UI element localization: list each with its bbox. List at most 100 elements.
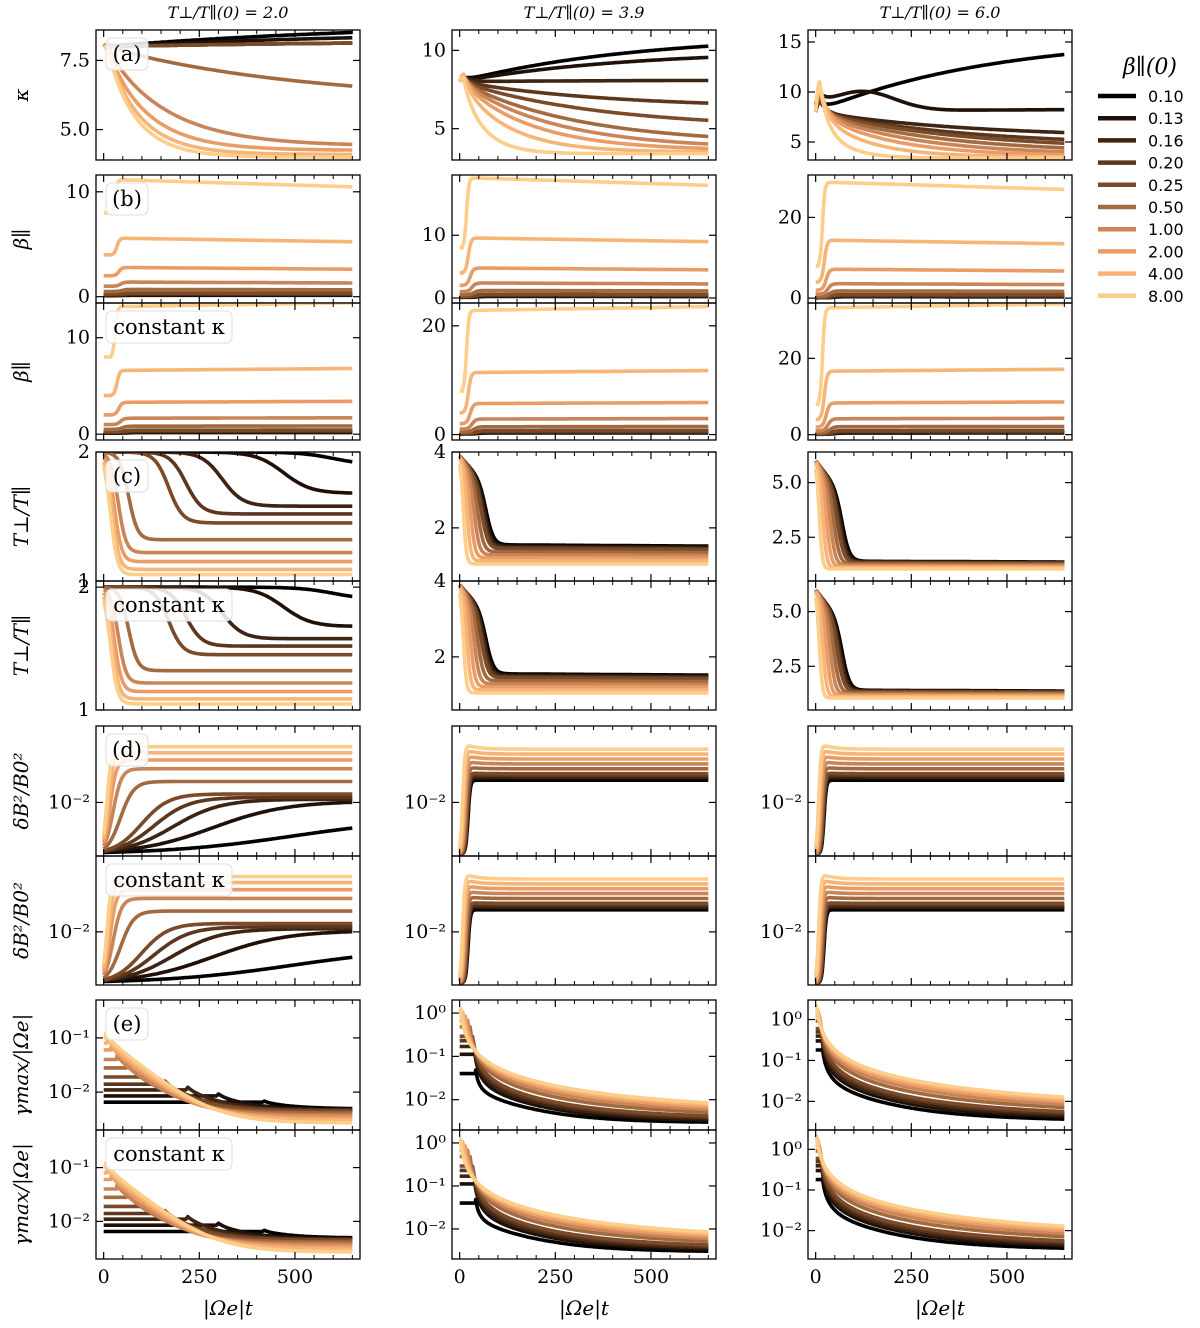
series-line-0.16 (813, 98, 1065, 135)
series-line-0.16 (814, 774, 1065, 856)
y-tick-label: 15 (778, 31, 802, 53)
series-line-0.20 (458, 773, 709, 856)
series-line-0.10 (458, 1068, 709, 1124)
series-line-0.25 (814, 771, 1065, 856)
series-line-0.20 (814, 588, 1065, 694)
y-tick-label: 1 (78, 699, 90, 721)
series-line-0.13 (814, 1168, 1065, 1248)
series-line-0.16 (458, 904, 709, 985)
series-line-0.10 (814, 1176, 1065, 1250)
series-line-1.00 (102, 280, 353, 288)
series-line-0.20 (458, 583, 709, 680)
series-line-0.16 (814, 904, 1065, 985)
series-line-0.16 (102, 452, 353, 508)
series-line-2.00 (458, 266, 709, 288)
series-line-0.50 (457, 74, 709, 139)
series-line-1.00 (814, 760, 1065, 855)
y-tick-label: 10⁰ (414, 1002, 446, 1024)
y-tick-label: 10⁻² (404, 1218, 446, 1240)
legend-label-0.25: 0.25 (1148, 176, 1184, 195)
y-tick-label: 10⁰ (770, 1009, 802, 1031)
series-line-0.13 (814, 588, 1065, 694)
panel-frame (451, 302, 717, 441)
panel-label: constant κ (113, 868, 224, 892)
y-tick-label: 4 (434, 441, 446, 463)
series-line-0.13 (102, 452, 353, 495)
y-axis-label: γmax/|Ωe| (9, 1143, 34, 1246)
series-line-2.00 (102, 456, 353, 564)
y-tick-label: 10 (66, 327, 90, 349)
series-line-1.00 (458, 760, 709, 855)
panel: 5 10 15 T⊥/T∥(0) = 6.0 (778, 3, 1073, 161)
series-line-0.16 (458, 774, 709, 856)
series-line-2.00 (814, 589, 1065, 698)
series-line-1.00 (814, 281, 1065, 296)
panel-label-box (105, 1137, 233, 1171)
y-tick-label: 10⁻² (404, 1089, 446, 1111)
series-line-8.00 (458, 1007, 709, 1105)
series-line-0.13 (814, 906, 1065, 985)
panel: 10⁻² (404, 855, 717, 986)
x-axis-label: |Ωe|t (915, 1296, 966, 1321)
series-line-1.00 (102, 1183, 353, 1247)
series-line-0.25 (814, 428, 1065, 436)
series-line-1.00 (814, 416, 1065, 433)
panel-label: constant κ (113, 593, 224, 617)
panel-label: constant κ (113, 315, 224, 339)
series-line-0.25 (814, 588, 1065, 695)
series-line-2.00 (814, 460, 1065, 569)
series-line-2.00 (458, 885, 709, 983)
series-line-0.13 (458, 454, 709, 549)
panel-frame (807, 1129, 1073, 1260)
y-tick-label: 2.5 (772, 655, 802, 677)
series-line-2.00 (101, 887, 353, 973)
series-line-8.00 (814, 1133, 1065, 1229)
series-line-4.00 (101, 596, 353, 701)
series-line-0.25 (458, 583, 709, 681)
series-line-0.50 (102, 909, 353, 980)
panel-frame (807, 302, 1073, 441)
series-line-0.25 (458, 454, 709, 552)
series-line-2.00 (102, 591, 353, 694)
panel-frame (451, 29, 717, 161)
series-line-0.10 (102, 1228, 353, 1240)
x-tick-label: 500 (633, 1266, 669, 1288)
series-line-0.10 (813, 52, 1065, 113)
series-line-8.00 (457, 592, 709, 695)
series-line-2.00 (814, 885, 1065, 983)
series-line-2.00 (458, 584, 709, 690)
y-axis-label: β∥ (9, 229, 33, 251)
series-line-4.00 (813, 879, 1065, 981)
series-line-4.00 (457, 586, 709, 692)
y-axis-label: δB²/B0² (9, 753, 33, 830)
y-tick-label: 5 (790, 131, 802, 153)
y-tick-label: 10⁻² (404, 791, 446, 813)
y-tick-label: 5.0 (772, 472, 802, 494)
series-line-0.10 (814, 778, 1065, 856)
panel: 10⁻² 10⁻¹ 10⁰ 0 250 500 |Ωe|t (404, 1129, 717, 1321)
series-line-2.00 (102, 399, 353, 417)
series-line-0.10 (458, 778, 709, 856)
y-tick-label: 10⁻² (760, 921, 802, 943)
panel: 10⁻² (760, 855, 1073, 986)
series-line-0.50 (814, 1019, 1065, 1110)
series-line-0.10 (458, 454, 709, 548)
x-tick-label: 0 (98, 1266, 110, 1288)
panel: 2.5 5.0 (772, 451, 1073, 582)
column-title: T⊥/T∥(0) = 3.9 (524, 3, 645, 22)
series-line-0.16 (458, 583, 709, 679)
panel-frame (807, 29, 1073, 161)
series-line-0.25 (458, 901, 709, 985)
series-line-0.20 (814, 902, 1065, 985)
y-tick-label: 10⁰ (414, 1132, 446, 1154)
series-line-8.00 (457, 874, 709, 977)
panel: 10⁻² 10⁻¹ γmax/|Ωe| (e) (9, 999, 361, 1131)
series-line-1.00 (814, 459, 1065, 568)
series-line-0.10 (458, 908, 709, 985)
series-line-2.00 (814, 267, 1065, 292)
series-line-1.00 (102, 766, 353, 847)
series-line-8.00 (813, 468, 1065, 571)
series-line-0.13 (814, 1039, 1065, 1119)
y-tick-label: 20 (422, 315, 446, 337)
legend-entries: 0.10 0.13 0.16 0.20 0.25 0.50 1.00 2.00 4.00 8.00 (1098, 87, 1184, 306)
